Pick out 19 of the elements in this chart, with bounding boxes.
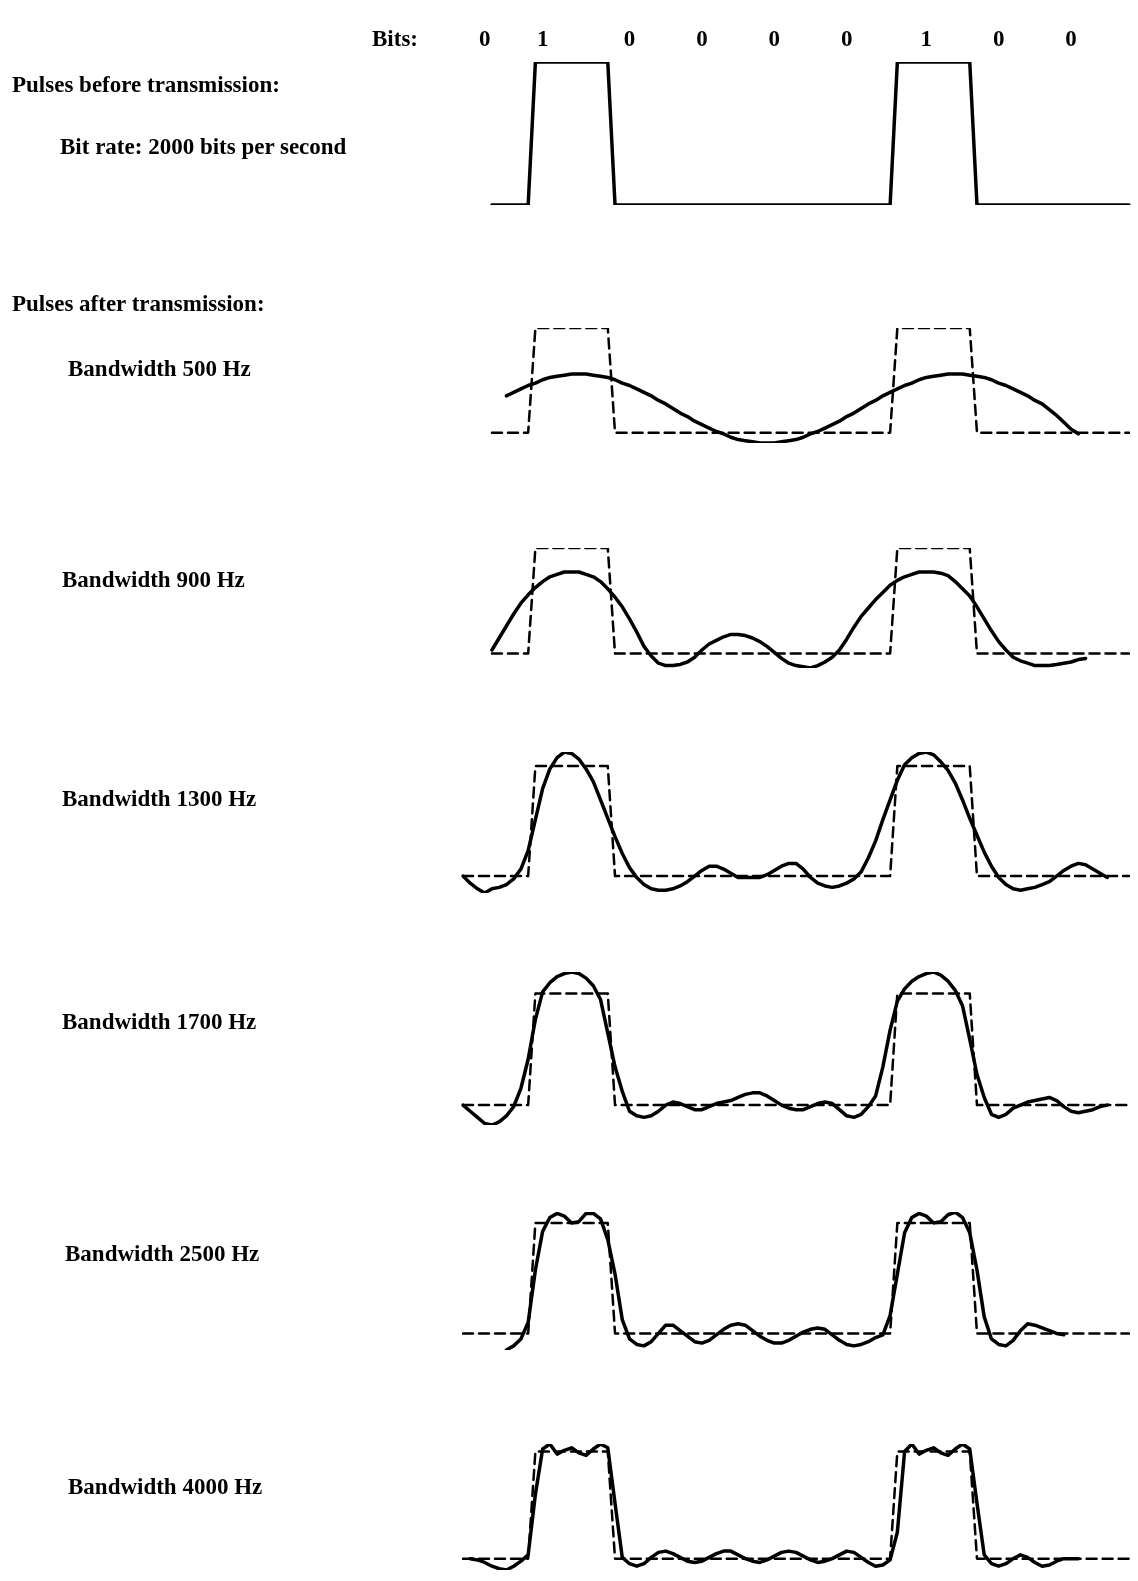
x-tick-label: 0 xyxy=(768,26,781,52)
x-tick-label: 0 xyxy=(478,26,491,52)
x-axis-title: Bits: xyxy=(372,25,418,51)
y-axis-title: Bit rate: 2000 bits per second xyxy=(60,133,347,159)
x-tick-label: 1 xyxy=(536,26,549,52)
text: Pulses before transmission: xyxy=(12,71,280,97)
y-axis-title: Bandwidth 1300 Hz xyxy=(62,785,257,811)
y-axis-title: Bandwidth 900 Hz xyxy=(62,566,245,592)
x-tick-label: 0 xyxy=(992,26,1005,52)
y-axis-title: Bandwidth 4000 Hz xyxy=(68,1473,263,1499)
x-tick-label: 0 xyxy=(840,26,853,52)
x-tick-label: 0 xyxy=(623,26,636,52)
x-tick-label: 0 xyxy=(1065,26,1077,52)
y-axis-title: Bandwidth 2500 Hz xyxy=(65,1240,260,1266)
y-axis-title: Bandwidth 1700 Hz xyxy=(62,1008,257,1034)
y-axis-title: Bandwidth 500 Hz xyxy=(68,355,251,381)
x-tick-label: 1 xyxy=(920,26,933,52)
x-tick-label: 0 xyxy=(696,26,708,52)
text: Pulses after transmission: xyxy=(12,290,265,316)
